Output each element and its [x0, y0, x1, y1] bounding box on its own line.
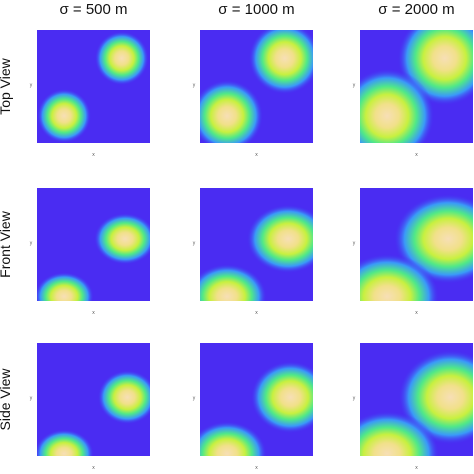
y-axis-label: y [30, 396, 33, 402]
hotspot [360, 253, 440, 301]
row-title: Top View [0, 57, 13, 114]
heatmap-panel [37, 343, 150, 456]
y-axis-label: y [353, 83, 356, 89]
x-axis-label: x [415, 152, 418, 158]
x-axis-label: x [255, 465, 258, 471]
row-title: Side View [0, 368, 13, 431]
x-axis-label: x [255, 152, 258, 158]
hotspot [37, 272, 94, 301]
hotspot [250, 361, 313, 434]
heatmap-panel [37, 188, 150, 301]
y-axis-label: y [193, 241, 196, 247]
y-axis-label: y [353, 241, 356, 247]
row-title: Front View [0, 210, 13, 278]
hotspot [200, 421, 267, 456]
heatmap-panel [360, 343, 473, 456]
x-axis-label: x [92, 465, 95, 471]
heatmap-panel [37, 30, 150, 143]
hotspot [94, 31, 149, 86]
hotspot [97, 370, 150, 425]
x-axis-label: x [255, 310, 258, 316]
hotspot [248, 30, 313, 95]
y-axis-label: y [193, 396, 196, 402]
hotspot [246, 204, 313, 274]
y-axis-label: y [353, 396, 356, 402]
heatmap-panel [200, 30, 313, 143]
y-axis-label: y [30, 241, 33, 247]
column-title: σ = 1000 m [218, 1, 294, 18]
column-title: σ = 2000 m [378, 1, 454, 18]
heatmap-panel [200, 343, 313, 456]
column-title: σ = 500 m [59, 1, 127, 18]
x-axis-label: x [92, 310, 95, 316]
hotspot [37, 429, 94, 456]
heatmap-panel [360, 188, 473, 301]
hotspot [360, 411, 440, 456]
hotspot [200, 263, 267, 301]
y-axis-label: y [30, 83, 33, 89]
x-axis-label: x [92, 152, 95, 158]
x-axis-label: x [415, 465, 418, 471]
x-axis-label: x [415, 310, 418, 316]
hotspot [37, 88, 92, 143]
heatmap-panel [360, 30, 473, 143]
hotspot [360, 68, 435, 143]
heatmap-panel [200, 188, 313, 301]
hotspot [93, 213, 150, 265]
hotspot [200, 79, 264, 143]
y-axis-label: y [193, 83, 196, 89]
